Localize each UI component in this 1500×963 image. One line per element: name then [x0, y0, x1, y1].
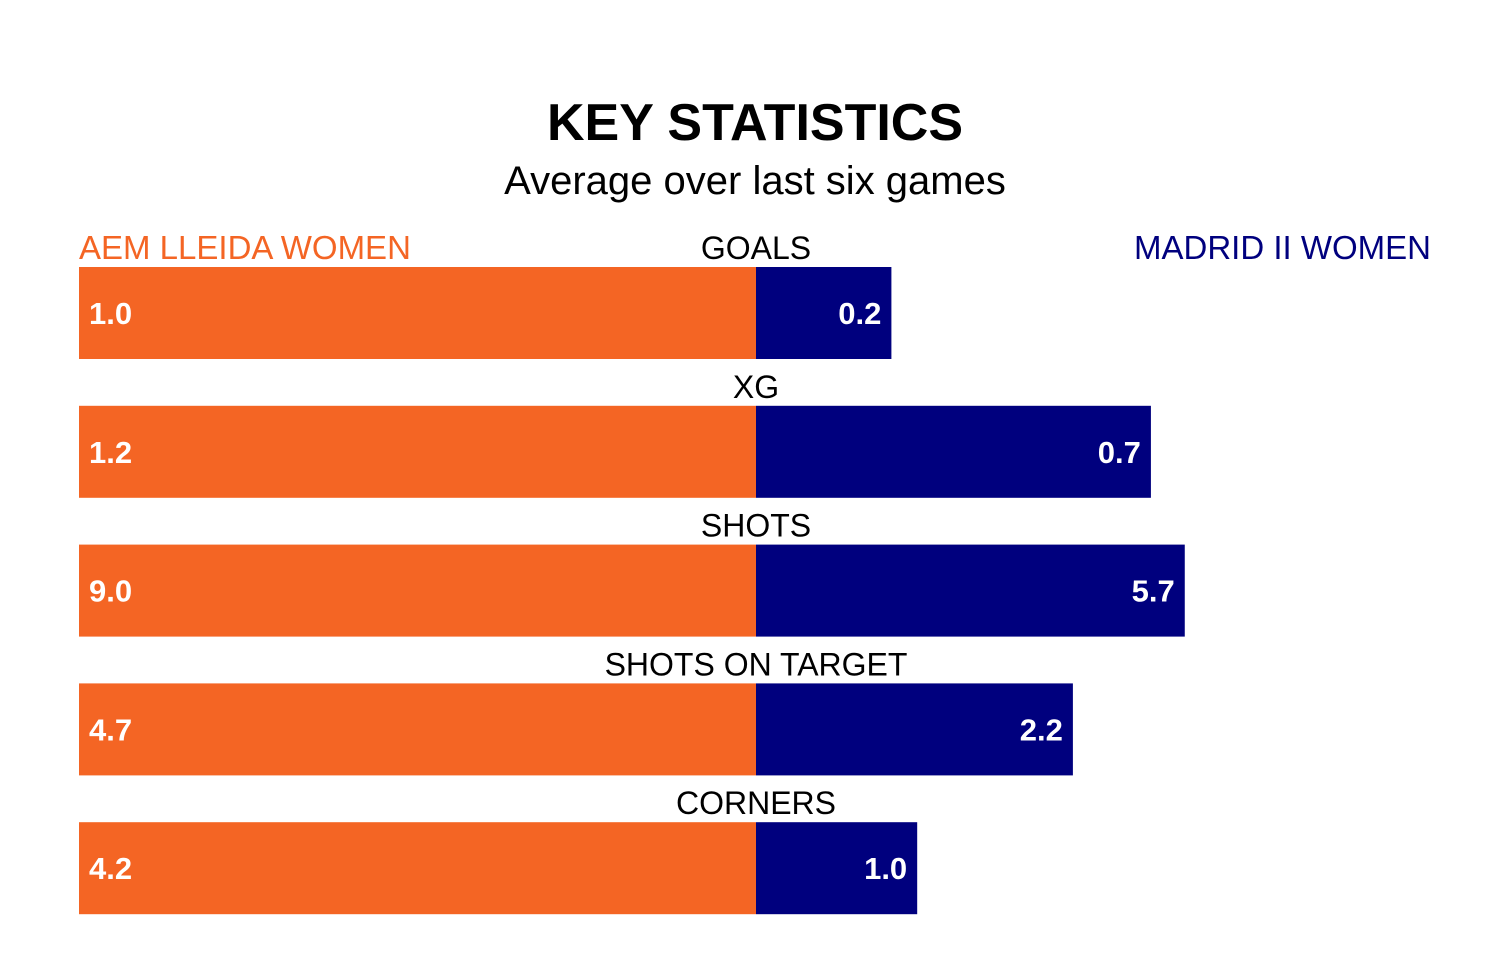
right-bar — [756, 822, 918, 915]
right-value-label: 2.2 — [1020, 712, 1063, 747]
right-value-label: 5.7 — [1132, 574, 1175, 609]
left-value-label: 4.7 — [89, 712, 132, 747]
right-team-name: MADRID II WOMEN — [1134, 229, 1431, 266]
stat-rows: GOALS 1.0 0.2 XG 1.2 0.7 SHOTS 9.0 5.7 SHOTS ON T… — [79, 230, 1185, 915]
left-bar — [79, 267, 756, 359]
left-value-label: 9.0 — [89, 574, 132, 609]
stat-label: SHOTS ON TARGET — [605, 646, 908, 682]
stat-label: CORNERS — [676, 785, 836, 821]
right-value-label: 0.2 — [838, 296, 881, 331]
right-bar — [756, 405, 1151, 498]
right-bar — [756, 544, 1185, 637]
left-bar — [79, 544, 756, 637]
left-value-label: 1.0 — [89, 296, 132, 331]
chart-title: KEY STATISTICS — [547, 94, 963, 152]
left-bar — [79, 405, 756, 498]
stat-label: SHOTS — [701, 508, 811, 544]
left-value-label: 1.2 — [89, 435, 132, 470]
left-bar — [79, 683, 756, 776]
left-team-name: AEM LLEIDA WOMEN — [79, 229, 411, 266]
left-bar — [79, 822, 756, 915]
chart-subtitle: Average over last six games — [504, 159, 1006, 203]
right-bar — [756, 683, 1073, 776]
right-bar — [756, 267, 892, 359]
left-value-label: 4.2 — [89, 851, 132, 886]
right-value-label: 1.0 — [864, 851, 907, 886]
right-value-label: 0.7 — [1098, 435, 1141, 470]
stat-label: XG — [733, 369, 779, 405]
stat-label: GOALS — [701, 230, 811, 266]
